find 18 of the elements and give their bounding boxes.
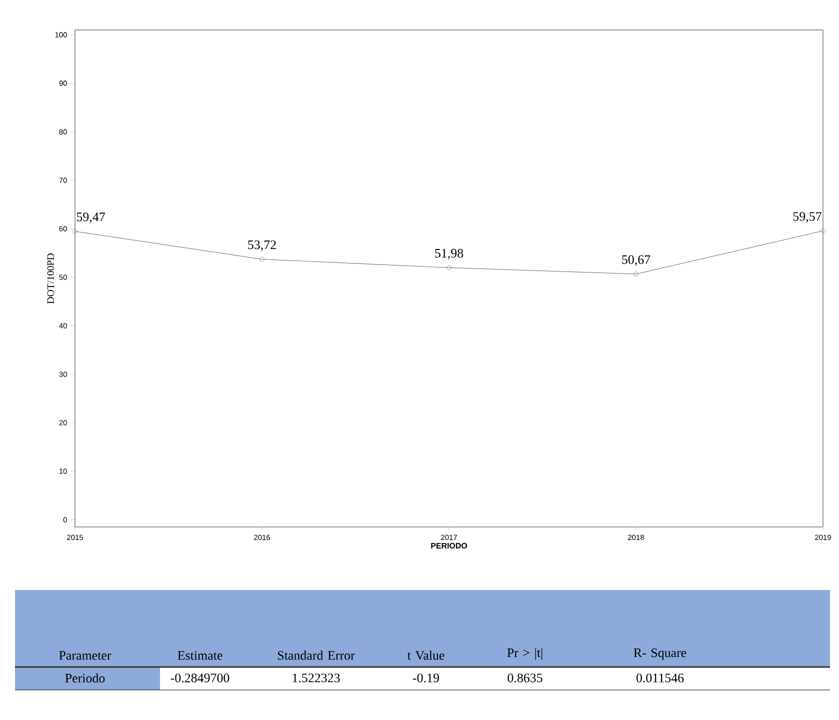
text: Estimate	[178, 651, 222, 660]
text: t Value	[407, 650, 444, 660]
text: 0.8635	[508, 674, 542, 682]
data-label: 51,98	[435, 248, 464, 260]
data-label: 53,72	[248, 240, 276, 252]
text: Parameter	[59, 651, 112, 660]
text: Standard Error	[278, 650, 355, 660]
text: 0.011546	[636, 674, 684, 682]
text: 1.522323	[292, 674, 340, 682]
data-label: 59,57	[793, 212, 822, 223]
y-axis-title: DOT/100PD	[47, 253, 54, 304]
data-label: 50,67	[622, 255, 650, 266]
text: R- Square	[634, 648, 686, 660]
text: -0.19	[413, 674, 439, 682]
text: -0.2849700	[170, 674, 230, 682]
text: Pr > |t|	[507, 648, 542, 660]
data-label: 59,47	[76, 212, 105, 224]
text: Periodo	[65, 673, 105, 683]
